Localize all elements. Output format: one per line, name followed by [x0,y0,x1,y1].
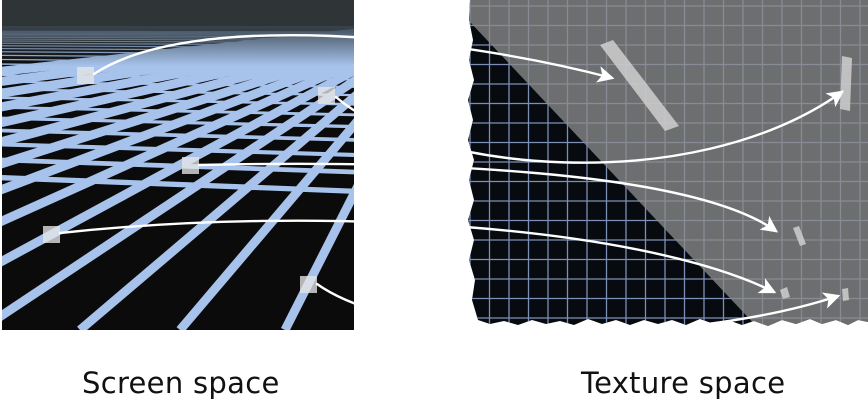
screen-space-caption: Screen space [82,366,280,400]
mapping-arrow-2 [334,90,845,164]
floor-line-cross-10 [2,74,354,81]
texture-space-caption: Texture space [581,366,786,400]
floor-line-cross-6 [2,105,354,117]
footprint-region [470,0,868,326]
footprint-4 [780,287,790,299]
screen-sky [2,0,354,26]
floor-line-cross-1 [2,175,354,194]
floor-line-cross-3 [2,142,354,158]
floor-line-receding-9 [2,57,354,227]
floor-line-receding-10 [2,65,354,267]
screen-sample-2 [318,87,335,104]
screen-sample-3 [182,157,199,174]
floor-line-cross-9 [2,80,354,88]
floor-line-receding-4 [2,35,354,112]
mapping-arrow-3 [197,162,779,233]
footprint-2 [840,56,852,111]
screen-sample-1 [77,67,94,84]
floor-line-receding-13 [176,118,354,330]
mapping-arrow-1 [92,34,615,83]
texture-footprints [600,40,852,301]
footprint-1 [600,40,679,131]
floor-line-cross-8 [2,88,354,97]
horizon-haze [2,26,354,66]
floor-line-receding-6 [2,42,354,147]
floor-line-cross-5 [2,116,354,129]
floor-line-receding-11 [2,75,354,321]
texture-space-panel [468,0,868,326]
screen-sample-squares [43,67,335,293]
mapping-arrows [58,34,845,335]
floor-line-receding-12 [77,91,354,330]
footprint-3 [793,226,806,246]
screen-sample-5 [300,276,317,293]
mapping-arrow-4 [58,219,777,294]
floor-line-receding-3 [2,33,354,98]
mapping-arrow-5 [315,282,841,335]
footprint-5 [842,288,849,301]
floor-line-cross-7 [2,96,354,106]
floor-line-cross-2 [2,157,354,175]
screen-space-panel [2,0,440,330]
floor-line-receding-7 [2,46,354,169]
floor-line-receding-5 [2,38,354,128]
floor-line-cross-4 [2,128,354,142]
floor-line-receding-15 [395,24,440,330]
screen-sample-4 [43,226,60,243]
floor-line-cross-11 [2,68,354,75]
